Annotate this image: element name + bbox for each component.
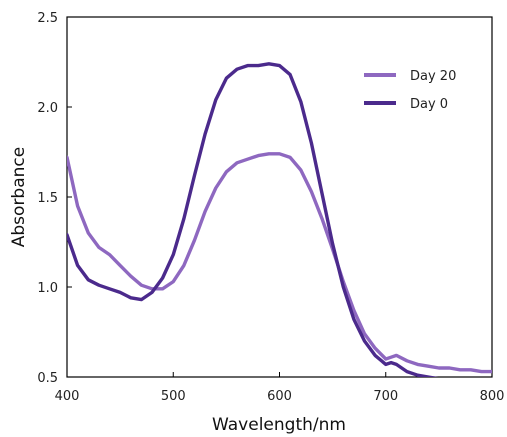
y-tick-label: 2.5 [37,11,58,26]
y-tick-label: 1.0 [37,281,58,296]
y-axis: 0.5 1.0 1.5 2.0 2.5 [37,11,72,386]
legend: Day 20 Day 0 [364,69,456,112]
x-tick-label: 700 [373,389,398,404]
series-line-day-20 [67,152,492,374]
series-line-day-0 [67,62,439,377]
x-axis-label: Wavelength/nm [212,415,346,435]
y-axis-label: Absorbance [9,147,29,247]
y-tick-label: 2.0 [37,101,58,116]
series-lines [67,62,492,377]
y-tick-label: 0.5 [37,371,58,386]
x-tick-label: 400 [55,389,80,404]
x-tick-label: 600 [267,389,292,404]
x-tick-label: 800 [480,389,505,404]
y-tick-label: 1.5 [37,191,58,206]
x-tick-label: 500 [161,389,186,404]
x-axis: 400 500 600 700 800 [55,372,505,404]
legend-label: Day 20 [410,69,456,84]
legend-label: Day 0 [410,97,448,112]
